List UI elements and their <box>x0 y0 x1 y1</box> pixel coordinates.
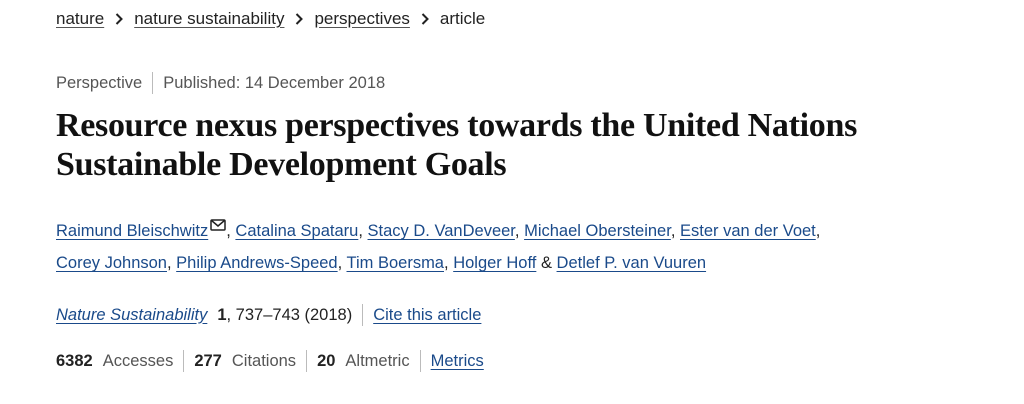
page-title: Resource nexus perspectives towards the … <box>56 107 858 183</box>
breadcrumb-link-perspectives[interactable]: perspectives <box>314 9 410 28</box>
divider <box>362 304 364 326</box>
author-link[interactable]: Corey Johnson <box>56 254 167 272</box>
author-link[interactable]: Stacy D. VanDeveer <box>367 222 515 240</box>
metrics-link[interactable]: Metrics <box>430 351 484 370</box>
breadcrumb-link-nature-sustainability[interactable]: nature sustainability <box>134 9 285 28</box>
chevron-right-icon <box>410 10 440 28</box>
accesses-label: Accesses <box>102 351 174 370</box>
divider <box>183 350 185 372</box>
citations-count: 277 <box>194 351 222 370</box>
citation-line: Nature Sustainability 1 , 737–743 (2018)… <box>56 302 481 328</box>
breadcrumb-current: article <box>439 9 486 28</box>
altmetric-label: Altmetric <box>345 351 410 370</box>
author-link[interactable]: Catalina Spataru <box>235 222 359 240</box>
author-link[interactable]: Detlef P. van Vuuren <box>556 254 707 272</box>
breadcrumb: nature nature sustainability perspective… <box>56 8 485 30</box>
journal-link[interactable]: Nature Sustainability <box>56 305 208 324</box>
accesses-count: 6382 <box>56 351 93 370</box>
divider <box>306 350 308 372</box>
ampersand: & <box>540 254 552 272</box>
author-list: Raimund Bleischwitz, Catalina Spataru, S… <box>56 210 956 279</box>
divider <box>152 72 154 94</box>
cite-this-article-link[interactable]: Cite this article <box>373 305 482 324</box>
author-link[interactable]: Tim Boersma <box>346 254 445 272</box>
breadcrumb-link-nature[interactable]: nature <box>56 9 105 28</box>
author-link[interactable]: Ester van der Voet <box>680 222 816 240</box>
author-link[interactable]: Philip Andrews-Speed <box>176 254 338 272</box>
altmetric-count: 20 <box>317 351 336 370</box>
citations-label: Citations <box>231 351 297 370</box>
chevron-right-icon <box>104 10 134 28</box>
author-link[interactable]: Michael Obersteiner <box>524 222 671 240</box>
volume-number: 1 <box>217 305 227 324</box>
article-type: Perspective <box>56 73 143 92</box>
mail-icon[interactable] <box>210 210 226 242</box>
published-date: Published: 14 December 2018 <box>163 73 386 92</box>
author-link[interactable]: Holger Hoff <box>453 254 537 272</box>
chevron-right-icon <box>284 10 314 28</box>
metrics-bar: 6382 Accesses 277 Citations 20 Altmetric… <box>56 348 484 374</box>
pages-year: , 737–743 (2018) <box>226 305 353 324</box>
divider <box>419 350 421 372</box>
article-meta: Perspective Published: 14 December 2018 <box>56 72 385 94</box>
author-link[interactable]: Raimund Bleischwitz <box>56 222 209 240</box>
